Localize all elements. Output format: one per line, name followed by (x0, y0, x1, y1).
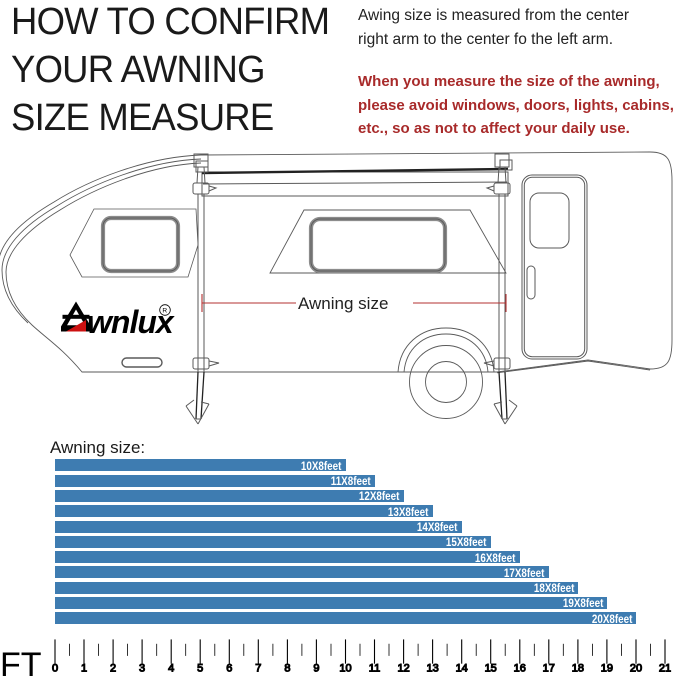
svg-text:R: R (162, 307, 167, 314)
svg-text:Awning size: Awning size (298, 294, 388, 313)
